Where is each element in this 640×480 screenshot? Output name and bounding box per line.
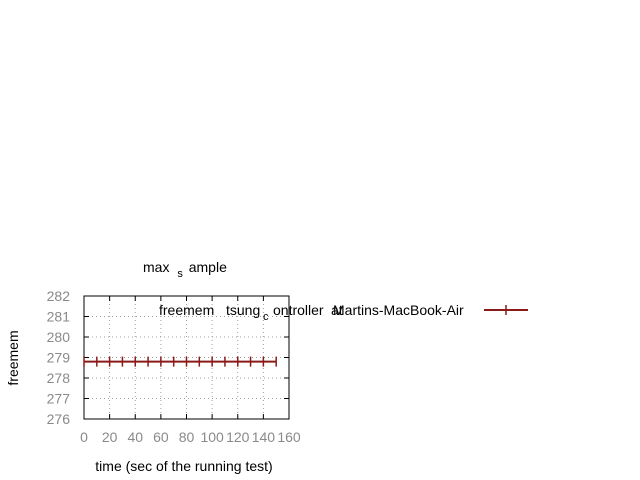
legend-part-d: ontroller [273, 302, 324, 318]
y-tick-label: 276 [47, 411, 71, 427]
chart-title-main: max [143, 259, 169, 275]
legend: freemem tsung c ontroller at Martins-Mac… [159, 302, 528, 323]
x-axis-label: time (sec of the running test) [95, 458, 272, 474]
x-tick-label: 120 [226, 429, 250, 445]
y-tick-label: 282 [47, 288, 71, 304]
chart-title-rest: ample [189, 259, 227, 275]
y-tick-labels: 276 277 278 279 280 281 282 [47, 288, 289, 427]
x-tick-label: 20 [102, 429, 118, 445]
x-tick-labels: 0 20 40 60 80 100 120 140 160 [80, 296, 301, 445]
x-tick-label: 40 [127, 429, 143, 445]
y-tick-label: 277 [47, 391, 71, 407]
grid-lines [84, 296, 289, 419]
y-tick-label: 279 [47, 350, 71, 366]
x-tick-label: 140 [252, 429, 276, 445]
chart-title-sub: s [177, 268, 183, 280]
x-tick-label: 0 [80, 429, 88, 445]
legend-label: freemem tsung c ontroller at Martins-Mac… [159, 302, 464, 323]
legend-part-e: at [331, 302, 343, 318]
y-tick-label: 280 [47, 329, 71, 345]
series-lines [83, 356, 277, 367]
y-tick-label: 278 [47, 370, 71, 386]
x-tick-label: 100 [200, 429, 224, 445]
y-axis-label: freemem [5, 330, 21, 385]
legend-part-b: tsung [226, 302, 260, 318]
x-tick-label: 60 [153, 429, 169, 445]
chart-title: max s ample [143, 259, 227, 280]
x-tick-label: 160 [277, 429, 301, 445]
legend-part-c: c [263, 311, 269, 323]
legend-part-f: Martins-MacBook-Air [333, 302, 464, 318]
legend-part-a: freemem [159, 302, 214, 318]
y-tick-label: 281 [47, 309, 71, 325]
x-tick-label: 80 [179, 429, 195, 445]
